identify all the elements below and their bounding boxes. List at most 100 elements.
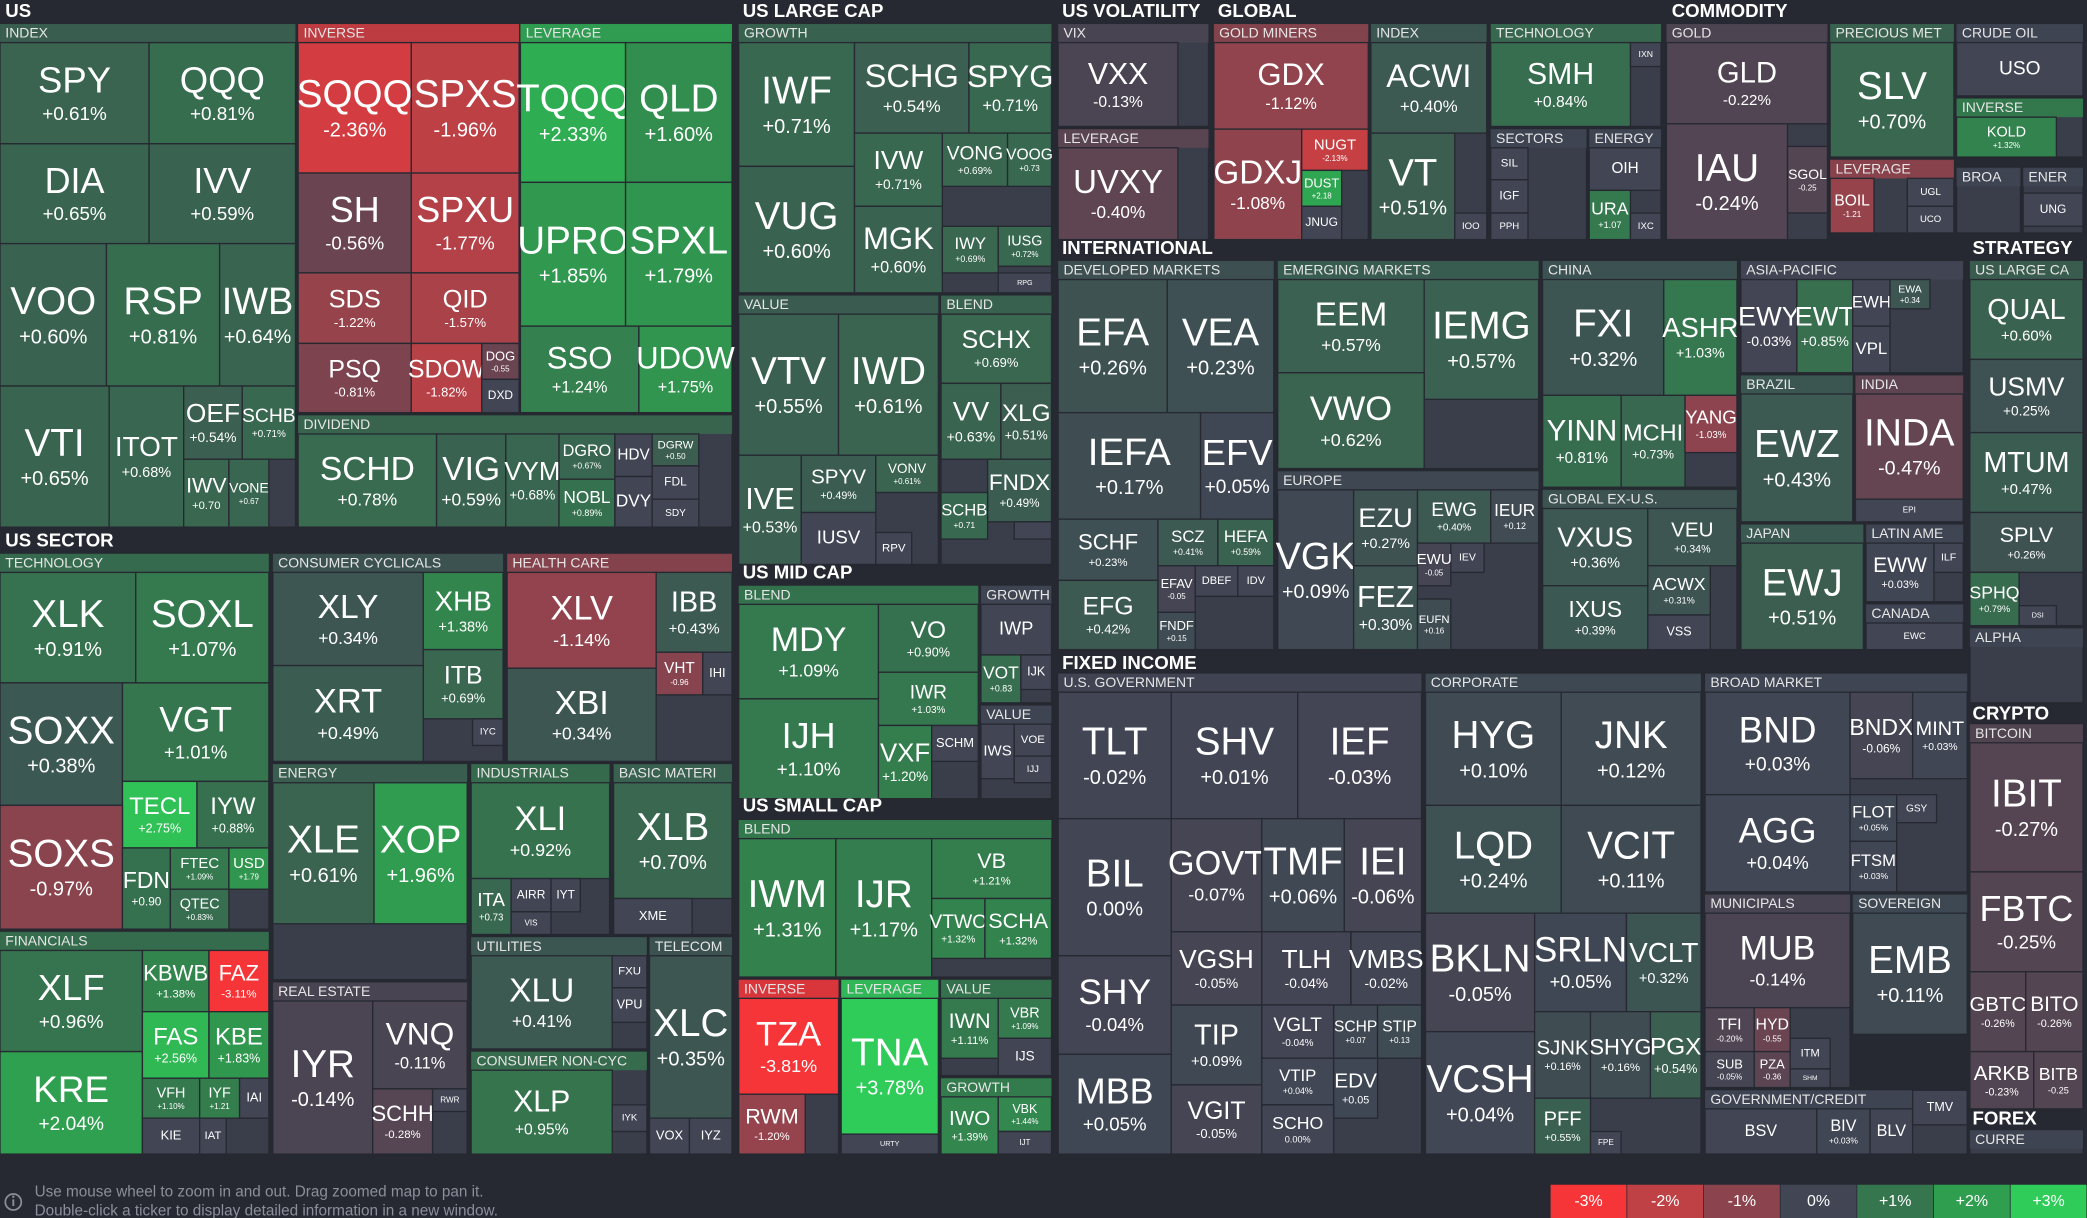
change[interactable]: -1.22% bbox=[334, 315, 376, 330]
change[interactable]: +0.71% bbox=[762, 116, 830, 138]
tile[interactable] bbox=[1416, 598, 1452, 651]
ticker[interactable]: SRLN bbox=[1534, 931, 1627, 970]
change[interactable]: +0.43% bbox=[669, 622, 720, 638]
ticker[interactable]: URA bbox=[1591, 199, 1629, 219]
tile[interactable] bbox=[1332, 1004, 1379, 1059]
tile[interactable] bbox=[702, 651, 733, 696]
tile[interactable] bbox=[1560, 804, 1702, 914]
tile[interactable] bbox=[997, 272, 1053, 294]
change[interactable]: +1.85% bbox=[539, 266, 607, 288]
ticker[interactable]: IYW bbox=[210, 793, 256, 820]
tile[interactable] bbox=[1533, 912, 1628, 1013]
ticker[interactable]: UPRO bbox=[517, 219, 629, 262]
tile[interactable] bbox=[1684, 394, 1738, 454]
ticker[interactable]: TLT bbox=[1082, 721, 1148, 764]
ticker[interactable]: VXX bbox=[1088, 58, 1148, 91]
change[interactable]: -0.81% bbox=[334, 384, 375, 399]
ticker[interactable]: SSO bbox=[547, 341, 613, 376]
change[interactable]: +0.10% bbox=[1459, 760, 1527, 782]
tile[interactable] bbox=[1057, 41, 1179, 128]
change[interactable]: +0.83% bbox=[186, 913, 213, 922]
ticker[interactable]: IAI bbox=[246, 1090, 262, 1105]
ticker[interactable]: DGRO bbox=[563, 442, 612, 460]
ticker[interactable]: SCHG bbox=[865, 57, 959, 94]
change[interactable]: +0.57% bbox=[1321, 335, 1381, 355]
ticker[interactable]: VV bbox=[953, 396, 990, 427]
tile[interactable] bbox=[105, 242, 221, 387]
change[interactable]: +1.03% bbox=[911, 705, 945, 716]
ticker[interactable]: XLV bbox=[550, 590, 613, 628]
tile[interactable] bbox=[1969, 278, 2084, 361]
ticker[interactable]: QID bbox=[443, 286, 488, 314]
ticker[interactable]: IYC bbox=[480, 727, 496, 738]
tile[interactable] bbox=[1424, 804, 1562, 914]
change[interactable]: +1.07% bbox=[168, 639, 236, 661]
tile[interactable] bbox=[1704, 794, 1851, 893]
ticker[interactable]: IWN bbox=[949, 1008, 991, 1033]
tile[interactable] bbox=[228, 458, 270, 528]
ticker[interactable]: VHT bbox=[664, 660, 695, 677]
ticker[interactable]: GDXJ bbox=[1213, 155, 1302, 192]
ticker[interactable]: BIV bbox=[1830, 1117, 1856, 1135]
tile[interactable] bbox=[1647, 565, 1711, 616]
ticker[interactable]: SCHP bbox=[1334, 1018, 1377, 1035]
tile[interactable] bbox=[1490, 147, 1529, 181]
change[interactable]: +0.23% bbox=[1088, 557, 1127, 569]
change[interactable]: -1.03% bbox=[1696, 430, 1727, 441]
ticker[interactable]: XLF bbox=[38, 967, 105, 1008]
ticker[interactable]: IBIT bbox=[1991, 773, 2062, 816]
change[interactable]: +0.81% bbox=[129, 326, 197, 348]
ticker[interactable]: URTY bbox=[880, 1140, 900, 1148]
ticker[interactable]: EEM bbox=[1315, 296, 1388, 333]
ticker[interactable]: VO bbox=[911, 617, 946, 644]
tile[interactable] bbox=[1261, 1057, 1335, 1106]
tile[interactable] bbox=[373, 782, 468, 925]
change[interactable]: +1.32% bbox=[1993, 141, 2020, 150]
ticker[interactable]: SUB bbox=[1716, 1057, 1743, 1072]
tile[interactable] bbox=[1423, 278, 1540, 401]
ticker[interactable]: EFG bbox=[1082, 592, 1133, 620]
ticker[interactable]: SOXX bbox=[8, 709, 115, 752]
tile[interactable] bbox=[1789, 1037, 1831, 1070]
change[interactable]: +1.11% bbox=[951, 1035, 988, 1047]
change[interactable]: -0.26% bbox=[1981, 1018, 2015, 1030]
ticker[interactable]: OEF bbox=[186, 398, 240, 428]
ticker[interactable]: BITO bbox=[2030, 993, 2078, 1016]
ticker[interactable]: STIP bbox=[1382, 1018, 1417, 1035]
tile[interactable] bbox=[1955, 116, 2058, 158]
ticker[interactable]: GLD bbox=[1717, 57, 1777, 90]
change[interactable]: +1.24% bbox=[552, 378, 607, 396]
tile[interactable] bbox=[1849, 691, 1914, 780]
ticker[interactable]: VEU bbox=[1671, 519, 1713, 542]
ticker[interactable]: DBEF bbox=[1202, 575, 1232, 587]
ticker[interactable]: IWS bbox=[983, 742, 1011, 759]
change[interactable]: -0.05% bbox=[1448, 984, 1511, 1006]
tile[interactable] bbox=[121, 780, 198, 849]
tile[interactable] bbox=[297, 172, 412, 274]
ticker[interactable]: RWR bbox=[440, 1095, 459, 1104]
ticker[interactable]: TECL bbox=[129, 793, 190, 820]
change[interactable]: +0.26% bbox=[1079, 358, 1147, 380]
tile[interactable] bbox=[1704, 691, 1851, 796]
ticker[interactable]: KBWB bbox=[143, 961, 208, 986]
ticker[interactable]: IJK bbox=[1027, 665, 1046, 679]
tile[interactable] bbox=[980, 723, 1015, 780]
tile[interactable] bbox=[1647, 614, 1711, 651]
tile[interactable] bbox=[1057, 147, 1179, 241]
tile[interactable] bbox=[853, 132, 944, 207]
tile[interactable] bbox=[875, 454, 940, 494]
change[interactable]: +0.03% bbox=[1745, 755, 1811, 776]
ticker[interactable]: TNA bbox=[851, 1031, 928, 1074]
change[interactable]: +1.07 bbox=[1598, 220, 1621, 230]
ticker[interactable]: VEA bbox=[1182, 311, 1259, 354]
ticker[interactable]: IEFA bbox=[1088, 431, 1172, 474]
change[interactable]: +0.67 bbox=[239, 497, 260, 506]
ticker[interactable]: XLC bbox=[653, 1002, 728, 1045]
ticker[interactable]: EWA bbox=[1898, 284, 1922, 296]
ticker[interactable]: SCHM bbox=[936, 735, 974, 750]
tile[interactable] bbox=[941, 132, 1009, 188]
change[interactable]: -1.08% bbox=[1230, 193, 1285, 213]
tile[interactable] bbox=[941, 225, 999, 274]
tile[interactable] bbox=[1352, 565, 1419, 651]
change[interactable]: +0.83 bbox=[990, 684, 1013, 694]
